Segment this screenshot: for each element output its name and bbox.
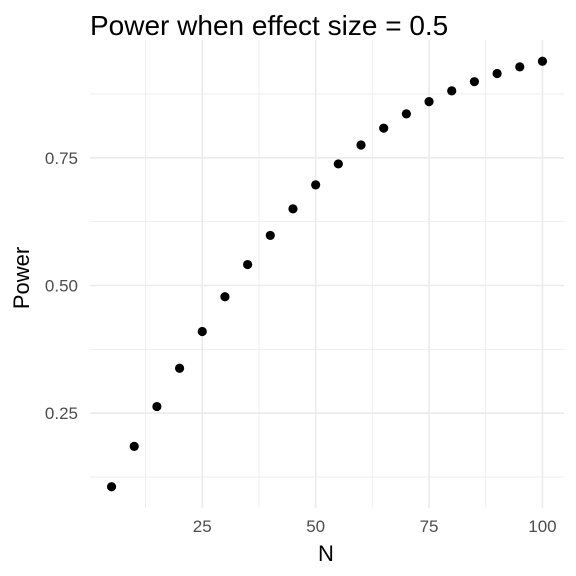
chart-title: Power when effect size = 0.5	[90, 10, 448, 41]
x-tick-label: 50	[306, 517, 325, 536]
data-point	[243, 259, 253, 270]
data-point	[424, 97, 434, 107]
data-point	[220, 292, 230, 302]
y-tick-label: 0.50	[45, 276, 78, 295]
data-point	[469, 77, 480, 87]
major-gridlines	[90, 40, 564, 508]
data-point	[537, 56, 548, 66]
data-point	[311, 180, 321, 190]
data-point	[265, 230, 275, 241]
data-point	[379, 123, 389, 133]
data-point	[515, 62, 525, 72]
data-point	[333, 159, 343, 169]
data-point	[288, 204, 298, 214]
x-tick-label: 25	[193, 517, 212, 536]
data-point	[492, 68, 502, 79]
y-tick-label: 0.25	[45, 404, 78, 423]
data-point	[197, 326, 207, 337]
data-point	[447, 86, 457, 96]
y-axis-title: Power	[9, 247, 34, 309]
x-tick-label: 75	[420, 517, 439, 536]
y-tick-label: 0.75	[45, 149, 78, 168]
data-point	[129, 441, 139, 451]
x-axis-ticks: 25 50 75 100	[193, 517, 557, 536]
x-tick-label: 100	[528, 517, 556, 536]
data-point	[356, 140, 366, 150]
data-point	[106, 482, 117, 492]
x-axis-title: N	[318, 541, 334, 566]
data-points	[106, 56, 548, 492]
data-point	[401, 109, 411, 119]
minor-gridlines	[90, 40, 564, 508]
data-point	[174, 363, 185, 373]
y-axis-ticks: 0.25 0.50 0.75	[45, 149, 78, 423]
data-point	[152, 401, 162, 412]
